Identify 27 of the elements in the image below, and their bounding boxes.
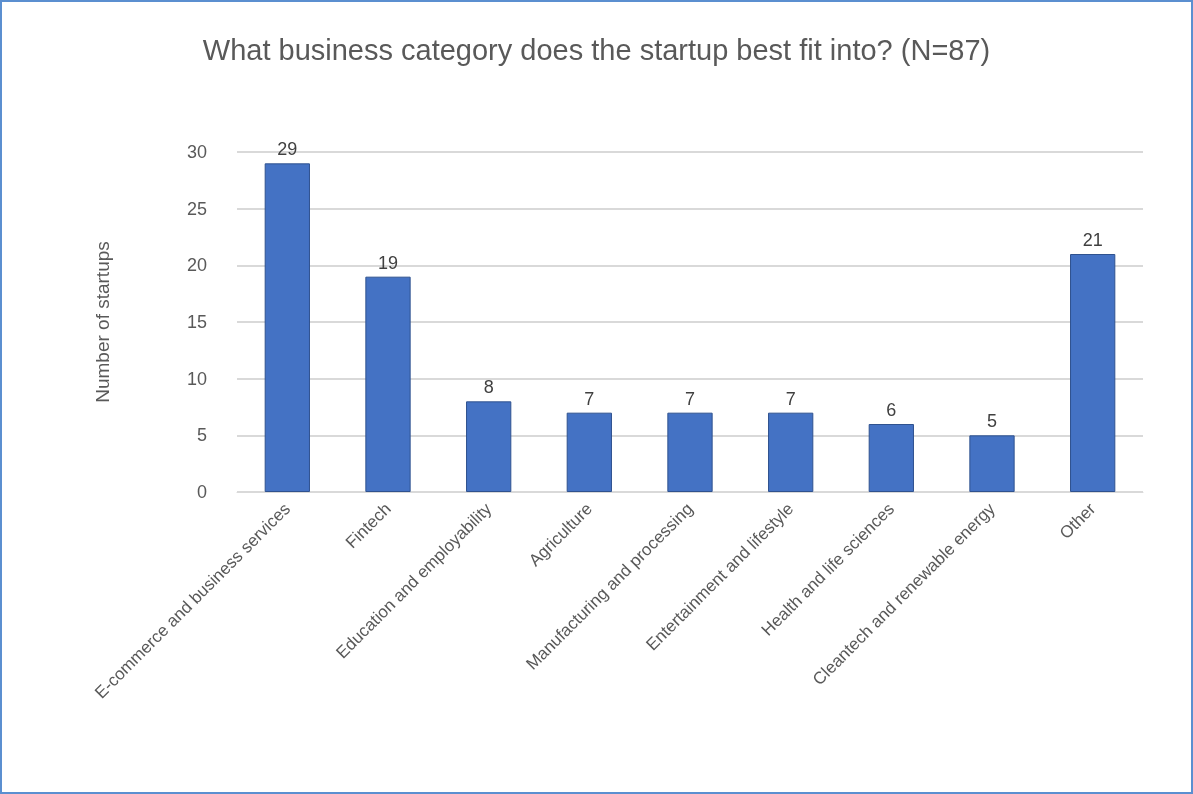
y-tick-label: 10 bbox=[186, 368, 207, 389]
y-tick-label: 20 bbox=[186, 255, 207, 276]
data-label: 7 bbox=[584, 388, 595, 409]
y-tick-label: 15 bbox=[186, 312, 207, 332]
data-label: 8 bbox=[483, 377, 494, 398]
data-label: 21 bbox=[1082, 230, 1103, 250]
y-tick-label: 5 bbox=[196, 425, 207, 446]
data-label: 29 bbox=[277, 139, 298, 160]
data-label: 7 bbox=[785, 388, 796, 409]
y-tick-label: 25 bbox=[186, 198, 207, 219]
chart-title: What business category does the startup best fit into? (N=87) bbox=[202, 33, 991, 66]
bar bbox=[466, 401, 512, 492]
bar bbox=[768, 412, 814, 492]
data-label: 6 bbox=[886, 400, 897, 420]
y-tick-label: 0 bbox=[196, 482, 207, 502]
bar bbox=[969, 435, 1015, 492]
data-label: 7 bbox=[684, 388, 696, 409]
bar bbox=[566, 412, 612, 492]
bar bbox=[667, 412, 713, 492]
bar bbox=[1070, 254, 1116, 492]
data-label: 5 bbox=[986, 411, 998, 432]
bar bbox=[365, 276, 411, 492]
bar bbox=[264, 163, 310, 492]
y-axis-title: Number of startups bbox=[92, 241, 113, 403]
bar bbox=[868, 424, 914, 492]
data-label: 19 bbox=[377, 252, 399, 273]
y-tick-label: 30 bbox=[186, 142, 207, 162]
